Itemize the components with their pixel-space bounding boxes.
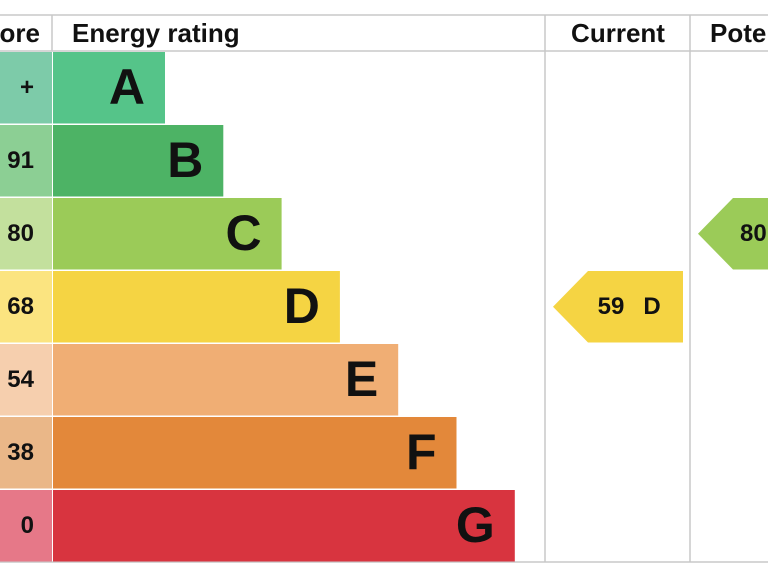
potential-arrow: [698, 198, 768, 270]
score-cell: [0, 271, 52, 343]
current-band: D: [643, 293, 660, 320]
score-cell: [0, 125, 52, 197]
score-cell: [0, 417, 52, 489]
band-letter: F: [406, 424, 437, 480]
score-cell: [0, 490, 52, 562]
band-letter: D: [284, 278, 320, 334]
band-letter: G: [456, 497, 495, 553]
band-letter: B: [167, 132, 203, 188]
rating-header: Energy rating: [72, 18, 240, 48]
current-header: Current: [571, 18, 665, 48]
score-cell: [0, 344, 52, 416]
rating-bar: [53, 417, 457, 489]
score-label: 38: [7, 439, 34, 466]
potential-score: 80: [740, 220, 767, 247]
rating-bar: [53, 271, 340, 343]
current-arrow: [553, 271, 683, 343]
rating-bar: [53, 490, 515, 562]
score-label: 54: [7, 366, 34, 393]
rating-bar: [53, 125, 224, 197]
score-cell: [0, 198, 52, 270]
score-label: 80: [7, 220, 34, 247]
band-letter: A: [109, 59, 145, 115]
score-label: 68: [7, 293, 34, 320]
current-score: 59: [598, 293, 625, 320]
score-label: 0: [21, 512, 34, 539]
score-cell: [0, 52, 52, 124]
score-header: ore: [0, 18, 40, 48]
potential-header: Pote: [710, 18, 766, 48]
rating-bar: [53, 198, 282, 270]
rating-bar: [53, 52, 165, 124]
score-label: +: [20, 74, 34, 101]
band-letter: E: [345, 351, 378, 407]
band-letter: C: [225, 205, 261, 261]
score-label: 91: [7, 147, 34, 174]
rating-bar: [53, 344, 399, 416]
